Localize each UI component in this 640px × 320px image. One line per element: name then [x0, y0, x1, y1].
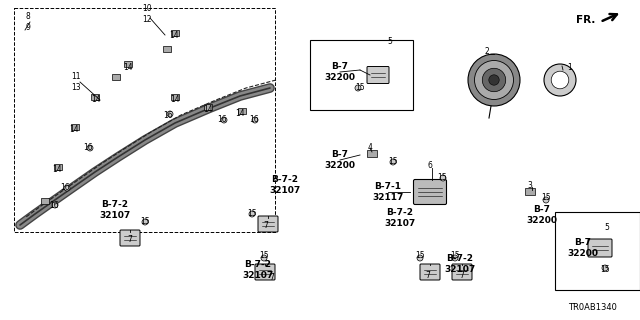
- Circle shape: [252, 117, 258, 123]
- Text: B-7-2
32107: B-7-2 32107: [385, 208, 415, 228]
- Text: 14: 14: [170, 95, 180, 105]
- Polygon shape: [91, 94, 99, 100]
- Circle shape: [543, 197, 549, 203]
- Text: 15: 15: [388, 157, 398, 166]
- Text: 16: 16: [49, 201, 59, 210]
- Text: FR.: FR.: [575, 15, 595, 25]
- Polygon shape: [112, 74, 120, 80]
- Bar: [14, 8, 275, 232]
- Text: B-7
32200: B-7 32200: [527, 205, 557, 225]
- Polygon shape: [238, 108, 246, 114]
- FancyBboxPatch shape: [420, 264, 440, 280]
- Text: 14: 14: [52, 165, 62, 174]
- Text: 15: 15: [437, 173, 447, 182]
- Text: 4: 4: [367, 143, 372, 153]
- Circle shape: [551, 71, 569, 89]
- Circle shape: [602, 265, 608, 271]
- Text: 15: 15: [247, 210, 257, 219]
- Text: 16: 16: [249, 116, 259, 124]
- Text: 16: 16: [60, 183, 70, 193]
- Circle shape: [249, 211, 255, 217]
- Polygon shape: [163, 46, 171, 52]
- Text: B-7
32200: B-7 32200: [324, 62, 355, 82]
- Text: 14: 14: [235, 109, 245, 118]
- Text: B-7-2
32107: B-7-2 32107: [444, 254, 476, 274]
- Text: 14: 14: [169, 30, 179, 39]
- Text: 10
12: 10 12: [142, 4, 152, 24]
- Circle shape: [468, 54, 520, 106]
- Text: B-7
32200: B-7 32200: [568, 238, 598, 258]
- Text: 7: 7: [269, 274, 275, 283]
- Text: 8
9: 8 9: [26, 12, 31, 32]
- Circle shape: [167, 111, 173, 117]
- Text: B-7-2
32107: B-7-2 32107: [243, 260, 274, 280]
- Circle shape: [544, 64, 576, 96]
- Polygon shape: [525, 188, 535, 195]
- Polygon shape: [124, 61, 132, 67]
- Text: 5: 5: [605, 223, 609, 233]
- FancyBboxPatch shape: [120, 230, 140, 246]
- Text: 7: 7: [460, 271, 465, 281]
- Polygon shape: [71, 124, 79, 130]
- Text: B-7
32200: B-7 32200: [324, 150, 355, 170]
- Circle shape: [489, 75, 499, 85]
- Bar: [310, 40, 413, 110]
- Polygon shape: [41, 198, 49, 204]
- Text: 14: 14: [203, 106, 213, 115]
- Text: 14: 14: [69, 125, 79, 134]
- Circle shape: [474, 60, 513, 100]
- Text: 16: 16: [83, 143, 93, 153]
- Text: 15: 15: [415, 252, 425, 260]
- Text: 3: 3: [527, 180, 532, 189]
- FancyBboxPatch shape: [452, 264, 472, 280]
- Polygon shape: [171, 30, 179, 36]
- Circle shape: [355, 85, 361, 91]
- Text: B-7-2
32107: B-7-2 32107: [99, 200, 131, 220]
- Text: 15: 15: [450, 252, 460, 260]
- Polygon shape: [204, 104, 212, 110]
- Text: 2: 2: [484, 47, 490, 57]
- Polygon shape: [171, 94, 179, 100]
- Polygon shape: [54, 164, 62, 170]
- Text: 15: 15: [140, 218, 150, 227]
- Text: 15: 15: [541, 194, 551, 203]
- Circle shape: [452, 255, 458, 261]
- Circle shape: [52, 202, 58, 208]
- Text: 14: 14: [123, 62, 133, 71]
- Text: TR0AB1340: TR0AB1340: [568, 303, 616, 313]
- Circle shape: [417, 255, 423, 261]
- Text: 15: 15: [355, 84, 365, 92]
- FancyBboxPatch shape: [367, 67, 389, 84]
- Text: B-7-2
32107: B-7-2 32107: [269, 175, 301, 195]
- Circle shape: [390, 159, 396, 165]
- Circle shape: [483, 68, 506, 92]
- Text: 7: 7: [426, 271, 431, 281]
- Text: B-7-1
32117: B-7-1 32117: [372, 182, 404, 202]
- FancyBboxPatch shape: [258, 216, 278, 232]
- Text: 14: 14: [91, 95, 101, 105]
- Circle shape: [440, 175, 446, 181]
- FancyBboxPatch shape: [588, 239, 612, 257]
- Circle shape: [87, 145, 93, 151]
- Circle shape: [142, 219, 148, 225]
- Circle shape: [64, 185, 70, 191]
- Text: 7: 7: [264, 221, 268, 230]
- Text: 1: 1: [568, 63, 572, 73]
- Text: 5: 5: [388, 37, 392, 46]
- Text: 15: 15: [259, 252, 269, 260]
- Polygon shape: [367, 150, 377, 157]
- Circle shape: [261, 255, 267, 261]
- FancyBboxPatch shape: [255, 264, 275, 280]
- Text: 16: 16: [163, 110, 173, 119]
- Text: 11
13: 11 13: [71, 72, 81, 92]
- Text: 16: 16: [217, 116, 227, 124]
- FancyBboxPatch shape: [413, 180, 447, 204]
- Circle shape: [221, 117, 227, 123]
- Text: 15: 15: [600, 266, 610, 275]
- Bar: [555, 212, 640, 290]
- Text: 6: 6: [428, 162, 433, 171]
- Text: 7: 7: [127, 236, 132, 244]
